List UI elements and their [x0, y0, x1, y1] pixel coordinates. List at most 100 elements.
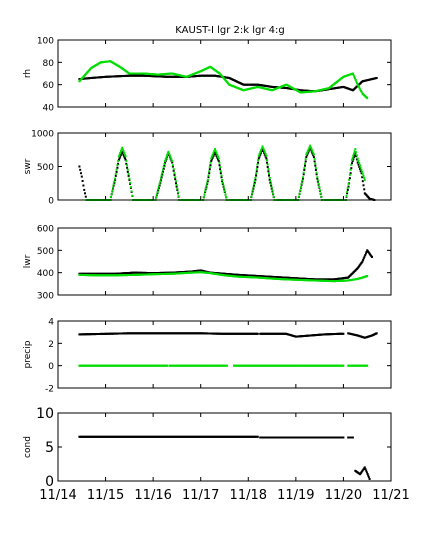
data-point: [177, 191, 179, 194]
data-point: [353, 150, 356, 153]
data-point: [125, 162, 128, 165]
data-point: [266, 163, 269, 166]
data-point: [129, 186, 132, 189]
data-point: [126, 166, 129, 169]
data-point: [260, 149, 262, 152]
data-point: [112, 186, 114, 189]
data-point: [262, 147, 265, 150]
data-point: [368, 478, 371, 480]
data-point: [350, 167, 353, 170]
data-point: [208, 170, 211, 173]
data-point: [361, 172, 364, 175]
data-point: [221, 182, 224, 185]
data-point: [168, 154, 171, 157]
data-point: [207, 176, 210, 179]
data-point: [361, 180, 364, 183]
panel-precip: -2 0 2 4 precip: [23, 318, 392, 395]
data-point: [312, 151, 315, 154]
data-point: [316, 180, 319, 183]
x-tick-label: 11/19: [277, 488, 314, 503]
data-point: [362, 184, 365, 187]
data-point: [155, 196, 158, 199]
data-point: [172, 169, 175, 172]
data-point: [252, 186, 255, 189]
data-point: [360, 90, 363, 92]
data-point: [251, 192, 253, 195]
data-point: [205, 184, 208, 187]
data-point: [176, 188, 179, 191]
y-tick-label: 0: [48, 197, 54, 207]
data-point: [215, 154, 218, 157]
data-point: [364, 254, 367, 257]
data-point: [358, 165, 361, 168]
data-point: [304, 162, 306, 165]
data-point: [355, 154, 358, 157]
data-point: [214, 150, 217, 152]
y-tick-label: 100: [37, 37, 54, 47]
data-point: [121, 146, 124, 149]
data-point: [123, 152, 126, 154]
data-point: [310, 148, 313, 151]
data-point: [173, 172, 176, 175]
data-point: [366, 364, 369, 367]
data-point: [128, 177, 131, 180]
data-point: [209, 164, 212, 167]
data-point: [125, 159, 128, 162]
data-point: [216, 153, 219, 156]
data-point: [115, 168, 118, 171]
data-point: [111, 189, 114, 192]
data-point: [264, 152, 267, 155]
y-tick-label: 500: [37, 163, 54, 173]
data-point: [270, 184, 273, 187]
data-point: [120, 152, 123, 155]
data-point: [351, 436, 354, 439]
data-point: [302, 176, 304, 179]
data-point: [367, 476, 370, 479]
data-point: [221, 178, 224, 181]
data-point: [320, 195, 323, 198]
panel-cond: 0 5 10 cond 11/14 11/15 11/16 11/17 11/18 11/19 11…: [23, 406, 410, 503]
data-point: [348, 177, 351, 180]
data-point: [261, 145, 264, 148]
data-point: [352, 154, 355, 157]
data-point: [359, 166, 362, 169]
data-point: [208, 168, 211, 171]
data-point: [255, 170, 258, 173]
y-tick-label: 80: [43, 59, 55, 69]
data-point: [257, 161, 260, 164]
data-point: [114, 178, 117, 181]
x-tick-label: 11/20: [325, 488, 362, 503]
data-point: [118, 153, 121, 156]
data-point: [306, 151, 309, 154]
data-point: [171, 160, 174, 163]
series-2: [78, 271, 369, 283]
data-point: [127, 173, 130, 176]
data-point: [206, 181, 209, 184]
data-point: [215, 151, 218, 154]
data-point: [257, 154, 260, 157]
figure-title: KAUST-I lgr 2:k lgr 4:g: [175, 25, 284, 36]
data-point: [225, 364, 228, 367]
data-point: [353, 154, 356, 157]
data-point: [298, 192, 301, 195]
data-point: [312, 153, 315, 156]
data-point: [348, 173, 351, 176]
data-point: [221, 180, 224, 183]
data-point: [263, 151, 266, 153]
x-tick-label: 11/18: [230, 488, 267, 503]
data-point: [159, 180, 162, 183]
data-point: [204, 187, 207, 190]
data-point: [225, 196, 228, 199]
axes-box: [57, 412, 392, 482]
data-point: [118, 157, 121, 160]
data-point: [208, 172, 211, 175]
data-point: [319, 192, 322, 195]
data-point: [160, 177, 162, 180]
data-point: [358, 162, 361, 164]
data-point: [365, 471, 368, 474]
y-tick-label: 300: [37, 292, 54, 302]
data-point: [207, 174, 210, 177]
data-point: [202, 196, 205, 199]
data-point: [170, 158, 173, 161]
data-point: [219, 166, 222, 168]
